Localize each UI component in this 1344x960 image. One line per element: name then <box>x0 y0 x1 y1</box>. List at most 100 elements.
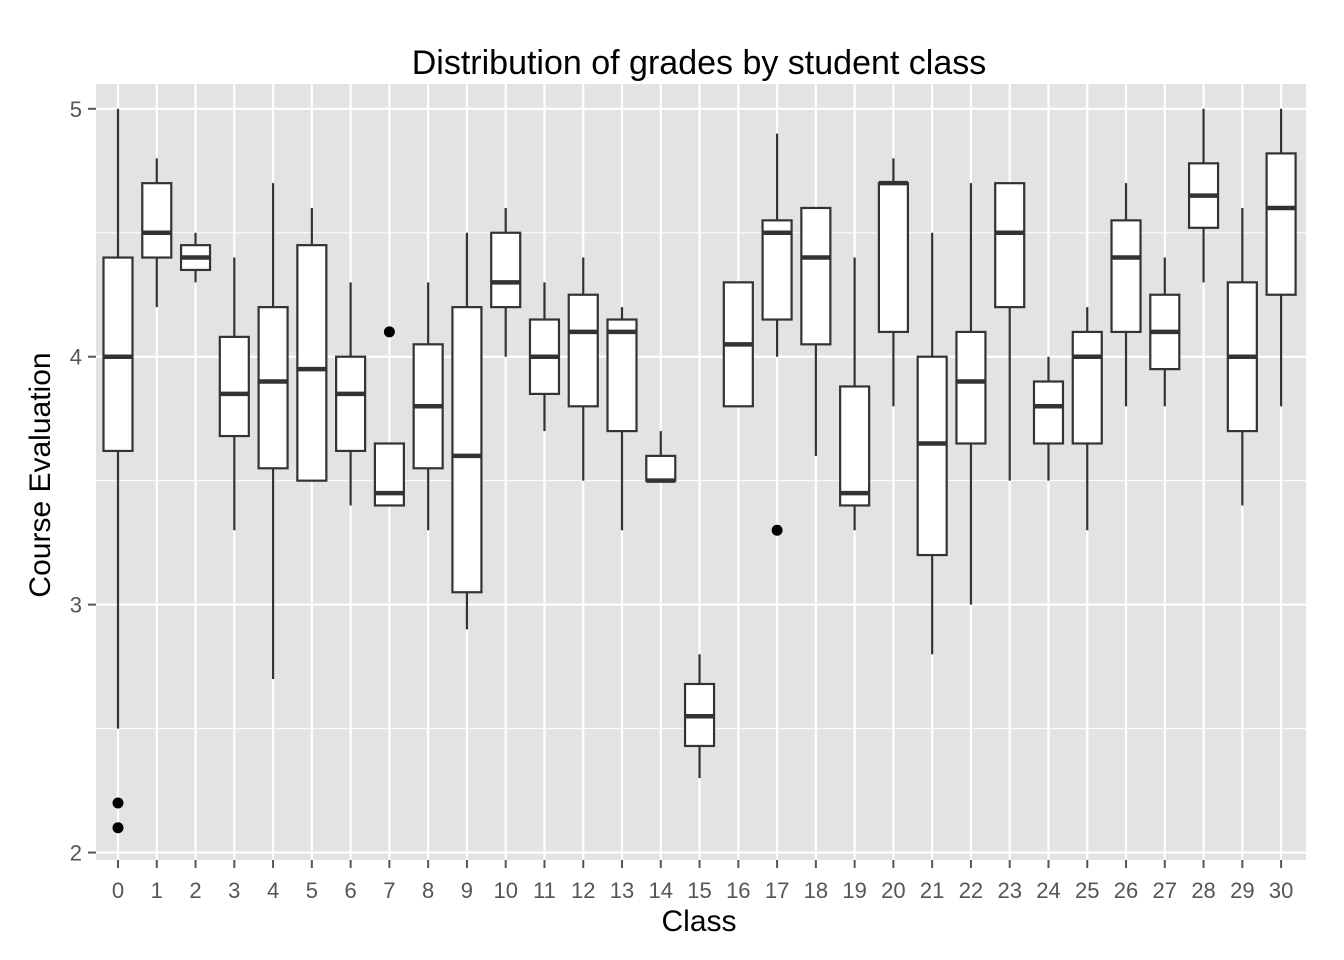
box-iqr <box>916 355 948 557</box>
y-tick-label: 4 <box>70 345 82 370</box>
box-class-9 <box>451 232 483 630</box>
x-tick-label: 26 <box>1114 878 1138 903</box>
box-iqr <box>451 306 483 594</box>
outlier-point <box>112 797 124 809</box>
box-iqr <box>800 206 832 346</box>
box-iqr <box>567 293 599 408</box>
box-class-22 <box>955 183 987 605</box>
box-iqr <box>296 244 328 482</box>
x-tick-label: 5 <box>306 878 318 903</box>
y-tick-label: 2 <box>70 841 82 866</box>
box-class-13 <box>606 307 638 531</box>
x-tick-label: 3 <box>228 878 240 903</box>
x-tick-label: 8 <box>422 878 434 903</box>
box-iqr <box>1265 152 1297 296</box>
box-class-21 <box>916 232 948 655</box>
box-class-2 <box>179 232 212 283</box>
x-tick-label: 2 <box>189 878 201 903</box>
box-iqr <box>955 330 987 445</box>
y-axis-title: Course Evaluation <box>24 352 57 597</box>
x-tick-label: 24 <box>1036 878 1060 903</box>
box-class-24 <box>1032 356 1065 481</box>
box-class-18 <box>800 206 832 456</box>
x-tick-label: 23 <box>997 878 1021 903</box>
x-tick-label: 14 <box>649 878 673 903</box>
box-class-14 <box>645 431 677 483</box>
box-class-29 <box>1226 207 1258 506</box>
box-class-15 <box>683 654 716 779</box>
x-tick-label: 0 <box>112 878 124 903</box>
box-class-28 <box>1187 108 1220 283</box>
y-tick-label: 5 <box>70 97 82 122</box>
box-class-10 <box>490 207 522 357</box>
box-class-1 <box>141 158 173 308</box>
box-iqr <box>1110 219 1142 334</box>
box-iqr <box>1071 330 1103 445</box>
box-class-26 <box>1110 183 1142 407</box>
outlier-point <box>112 822 124 834</box>
box-class-20 <box>877 158 910 407</box>
x-tick-label: 18 <box>804 878 828 903</box>
box-iqr <box>141 182 173 259</box>
box-iqr <box>102 256 134 453</box>
x-tick-label: 6 <box>344 878 356 903</box>
x-tick-label: 15 <box>687 878 711 903</box>
x-tick-label: 16 <box>726 878 750 903</box>
box-class-4 <box>257 183 289 680</box>
box-class-23 <box>994 182 1026 481</box>
box-class-11 <box>528 282 561 432</box>
x-tick-label: 25 <box>1075 878 1099 903</box>
x-tick-label: 19 <box>842 878 866 903</box>
x-tick-label: 11 <box>533 878 556 903</box>
boxes <box>102 108 1297 834</box>
box-iqr <box>218 335 250 438</box>
box-class-8 <box>412 282 444 531</box>
box-class-30 <box>1265 108 1297 407</box>
box-iqr <box>761 219 793 321</box>
box-iqr <box>257 306 289 470</box>
x-tick-label: 17 <box>765 878 789 903</box>
x-tick-label: 7 <box>383 878 395 903</box>
box-iqr <box>839 385 871 507</box>
box-iqr <box>373 442 405 507</box>
box-iqr <box>335 355 367 453</box>
x-tick-label: 4 <box>267 878 279 903</box>
x-tick-label: 13 <box>610 878 634 903</box>
box-class-7 <box>373 326 405 507</box>
box-class-12 <box>567 257 599 481</box>
box-class-0 <box>102 108 134 834</box>
box-class-6 <box>335 282 367 506</box>
box-class-17 <box>761 133 793 536</box>
x-tick-label: 30 <box>1269 878 1293 903</box>
x-tick-label: 29 <box>1230 878 1254 903</box>
box-class-5 <box>296 207 328 482</box>
box-iqr <box>877 182 910 334</box>
x-tick-label: 21 <box>920 878 944 903</box>
box-iqr <box>994 182 1026 309</box>
box-iqr <box>606 318 638 433</box>
x-tick-label: 20 <box>881 878 905 903</box>
box-iqr <box>490 231 522 309</box>
x-tick-label: 28 <box>1191 878 1215 903</box>
chart-title: Distribution of grades by student class <box>412 44 987 82</box>
x-tick-label: 12 <box>571 878 595 903</box>
x-tick-label: 27 <box>1153 878 1177 903</box>
outlier-point <box>771 524 783 536</box>
box-class-16 <box>722 281 754 408</box>
x-tick-label: 1 <box>151 878 163 903</box>
outlier-point <box>383 326 395 338</box>
box-iqr <box>1032 380 1065 445</box>
box-class-19 <box>839 257 871 531</box>
y-tick-label: 3 <box>70 593 82 618</box>
x-tick-label: 10 <box>493 878 517 903</box>
x-axis-title: Class <box>661 905 736 938</box>
box-class-25 <box>1071 307 1103 531</box>
box-class-3 <box>218 257 250 531</box>
box-class-27 <box>1149 257 1181 407</box>
x-tick-label: 22 <box>959 878 983 903</box>
box-iqr <box>645 454 677 482</box>
x-tick-label: 9 <box>461 878 473 903</box>
